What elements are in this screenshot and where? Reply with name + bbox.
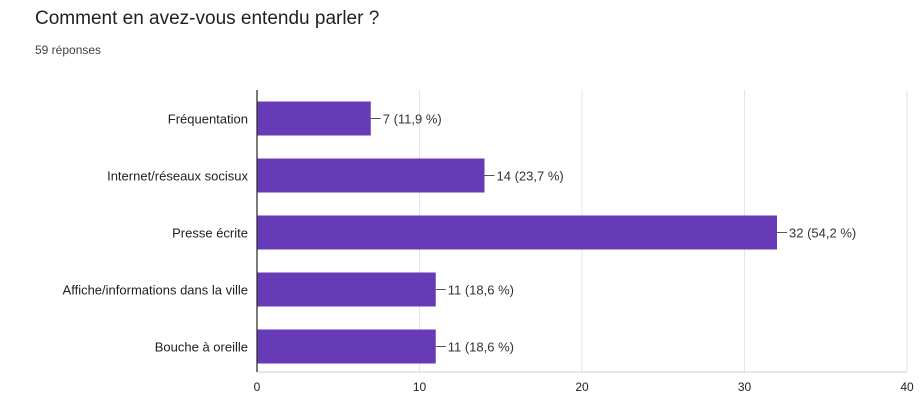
value-label: 7 (11,9 %): [383, 112, 442, 127]
x-tick-label: 20: [575, 380, 589, 394]
chart-title: Comment en avez-vous entendu parler ?: [35, 8, 380, 29]
bar: [257, 272, 436, 307]
x-tick-label: 30: [738, 380, 752, 394]
bar: [257, 329, 436, 364]
bar: [257, 158, 485, 193]
bar: [257, 101, 371, 136]
value-label: 32 (54,2 %): [789, 226, 856, 241]
value-label: 11 (18,6 %): [448, 340, 514, 355]
x-tick-label: 0: [254, 380, 261, 394]
category-label: Fréquentation: [168, 112, 248, 127]
category-label: Bouche à oreille: [155, 340, 248, 355]
value-label: 11 (18,6 %): [448, 283, 514, 298]
bar: [257, 215, 777, 250]
axes: [256, 90, 907, 373]
labels: 0 10 20 30 40 Fréquentation 7 (11,9 %) Internet…: [63, 112, 914, 395]
x-tick-label: 40: [900, 380, 914, 394]
category-label: Internet/réseaux socisux: [107, 169, 248, 184]
category-label: Affiche/informations dans la ville: [63, 283, 248, 298]
response-count: 59 réponses: [35, 43, 102, 57]
category-label: Presse écrite: [172, 226, 248, 241]
value-label: 14 (23,7 %): [497, 169, 564, 184]
x-tick-label: 10: [413, 380, 427, 394]
bars: [257, 101, 777, 364]
